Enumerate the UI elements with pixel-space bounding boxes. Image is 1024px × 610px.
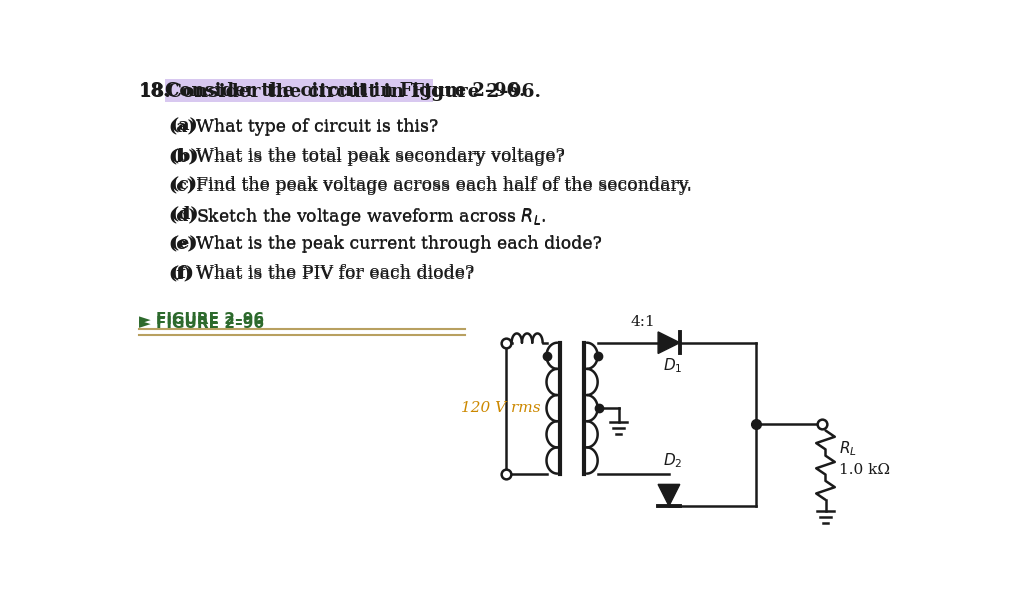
Text: What is the PIV for each diode?: What is the PIV for each diode? — [197, 264, 474, 281]
Text: ► FIGURE 2–96: ► FIGURE 2–96 — [139, 316, 264, 331]
Text: What is the total peak secondary voltage?: What is the total peak secondary voltage… — [197, 149, 565, 166]
Text: Sketch the voltage waveform across $R_L$.: Sketch the voltage waveform across $R_L$… — [197, 207, 547, 228]
Text: Find the peak voltage across each half of the secondary.: Find the peak voltage across each half o… — [197, 176, 692, 193]
Text: (e): (e) — [168, 237, 196, 253]
Text: 4:1: 4:1 — [630, 315, 655, 329]
Text: (c): (c) — [171, 176, 198, 193]
Text: What is the total peak secondary voltage?: What is the total peak secondary voltage… — [197, 147, 565, 164]
Text: (a): (a) — [171, 118, 199, 135]
Text: (c): (c) — [168, 178, 196, 195]
Text: (f): (f) — [171, 264, 195, 281]
Text: Sketch the voltage waveform across $R_L$.: Sketch the voltage waveform across $R_L$… — [197, 206, 547, 227]
Text: What type of circuit is this?: What type of circuit is this? — [197, 118, 438, 135]
Polygon shape — [658, 332, 680, 353]
Text: Consider the circuit in Figure 2–96.: Consider the circuit in Figure 2–96. — [165, 82, 525, 101]
Text: $R_L$: $R_L$ — [840, 440, 857, 459]
Text: Find the peak voltage across each half of the secondary.: Find the peak voltage across each half o… — [197, 178, 692, 195]
Text: $D_1$: $D_1$ — [664, 357, 683, 375]
Text: What is the PIV for each diode?: What is the PIV for each diode? — [197, 266, 474, 282]
FancyBboxPatch shape — [165, 79, 429, 101]
Text: 120 V rms: 120 V rms — [461, 401, 541, 415]
FancyBboxPatch shape — [165, 79, 432, 102]
Text: 18.: 18. — [139, 82, 170, 101]
Text: (f): (f) — [168, 266, 193, 282]
Text: (d): (d) — [168, 207, 197, 224]
Text: Consider the circuit in Figure 2–96.: Consider the circuit in Figure 2–96. — [167, 83, 541, 101]
Text: ► FIGURE 2–96: ► FIGURE 2–96 — [139, 312, 264, 327]
Text: 1.0 kΩ: 1.0 kΩ — [840, 463, 891, 477]
Text: What is the peak current through each diode?: What is the peak current through each di… — [197, 235, 602, 252]
Text: 18.: 18. — [139, 83, 172, 101]
Text: (b): (b) — [168, 149, 197, 166]
Text: What is the peak current through each diode?: What is the peak current through each di… — [197, 237, 602, 253]
Text: (b): (b) — [171, 147, 199, 164]
Text: What type of circuit is this?: What type of circuit is this? — [197, 120, 438, 137]
Text: (a): (a) — [168, 120, 196, 137]
Text: (d): (d) — [171, 206, 199, 223]
Text: $D_2$: $D_2$ — [664, 451, 683, 470]
Polygon shape — [658, 484, 680, 506]
Text: (e): (e) — [171, 235, 198, 252]
